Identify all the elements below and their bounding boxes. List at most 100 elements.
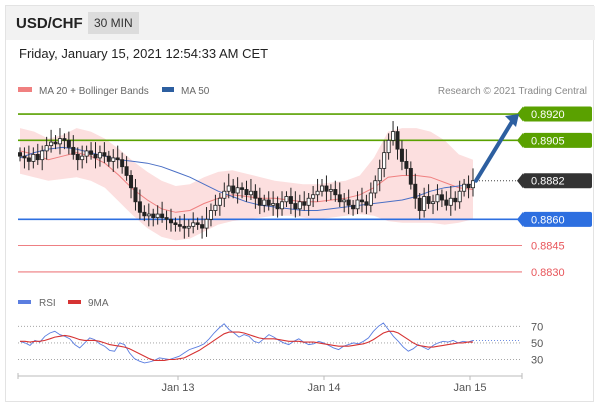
candle-body	[319, 185, 324, 192]
candle-body	[244, 189, 249, 196]
price-level-label-pointer	[517, 106, 523, 122]
candle-body	[57, 138, 62, 145]
candle-body	[266, 199, 271, 206]
candle-body	[53, 141, 58, 145]
candle-body	[355, 199, 360, 210]
price-level-label-pointer	[517, 211, 523, 227]
candle-body	[142, 211, 147, 217]
candle-body	[226, 185, 231, 192]
candle-body	[426, 196, 431, 204]
candle-body	[346, 199, 351, 206]
candle-body	[373, 180, 378, 194]
candle-body	[382, 152, 387, 169]
time-axis: Jan 13 Jan 14 Jan 15	[17, 373, 523, 394]
candle-body	[213, 204, 218, 211]
candle-body	[377, 168, 382, 182]
x-tick-label: Jan 13	[161, 382, 194, 394]
candle-body	[457, 190, 462, 203]
candle-body	[93, 153, 98, 159]
candle-body	[470, 180, 475, 189]
candle-body	[75, 153, 80, 161]
candle-body	[177, 224, 182, 227]
forecast-arrow-head	[505, 114, 519, 128]
candle-body	[293, 203, 298, 210]
candle-body	[17, 152, 22, 157]
candle-body	[49, 141, 54, 147]
rsi-legend-label: RSI	[39, 298, 56, 309]
candle-body	[89, 150, 94, 155]
research-credit: Research © 2021 Trading Central	[438, 86, 587, 97]
ma50-legend-label: MA 50	[181, 86, 210, 97]
candle-body	[22, 155, 27, 159]
candle-body	[448, 197, 453, 206]
candle-body	[275, 203, 280, 210]
ma9-legend-label: 9MA	[88, 298, 109, 309]
candle-body	[115, 157, 120, 161]
rsi-plot: 30 50 70	[18, 321, 543, 367]
rsi-legend-swatch	[18, 300, 31, 304]
candle-body	[280, 201, 285, 210]
candle-body	[466, 183, 471, 189]
candle-body	[404, 161, 409, 169]
candle-body	[328, 189, 333, 192]
candle-body	[97, 152, 102, 159]
candle-body	[26, 157, 31, 162]
candle-body	[253, 190, 258, 199]
candle-body	[111, 157, 116, 162]
rsi-tick-label: 30	[531, 355, 543, 367]
candle-body	[204, 218, 209, 229]
candle-body	[284, 196, 289, 203]
candle-body	[40, 150, 45, 161]
candle-body	[137, 201, 142, 213]
candle-body	[422, 196, 427, 211]
candle-body	[133, 187, 138, 203]
candle-body	[262, 199, 267, 206]
price-level-label: 0.8882	[531, 176, 565, 188]
candle-body	[431, 201, 436, 204]
candle-body	[44, 145, 49, 152]
candle-body	[417, 197, 422, 211]
rsi-tick-label: 50	[531, 338, 543, 350]
price-level-label: 0.8860	[531, 214, 565, 226]
forecast-arrow	[474, 118, 515, 183]
candle-body	[399, 148, 404, 162]
candle-body	[408, 168, 413, 185]
candle-body	[342, 199, 347, 203]
x-tick-label: Jan 14	[307, 382, 340, 394]
candle-body	[315, 190, 320, 196]
candle-body	[368, 192, 373, 206]
ma50-legend-swatch	[162, 87, 174, 92]
candle-body	[106, 155, 111, 162]
ma20-legend-swatch	[18, 87, 32, 92]
candle-body	[151, 213, 156, 218]
candle-body	[386, 139, 391, 154]
price-level-label: 0.8845	[531, 241, 565, 253]
symbol-title: USD/CHF	[16, 15, 83, 32]
candle-body	[462, 183, 467, 192]
price-level-label-bg	[523, 132, 592, 148]
candle-body	[120, 159, 125, 168]
candle-body	[186, 225, 191, 229]
candle-body	[102, 152, 107, 157]
candle-body	[66, 139, 71, 148]
price-level-label: 0.8830	[531, 267, 565, 279]
timeframe-badge[interactable]: 30 MIN	[88, 12, 139, 34]
candle-body	[271, 203, 276, 206]
price-level-label: 0.8920	[531, 109, 565, 121]
candle-body	[71, 146, 76, 155]
candle-body	[364, 201, 369, 206]
candle-body	[208, 210, 213, 220]
x-tick-label: Jan 15	[453, 382, 486, 394]
candle-body	[311, 194, 316, 199]
candle-body	[129, 175, 134, 189]
rsi-ma9-line	[20, 330, 473, 361]
price-plot: 0.8920 0.8905 0.8882 0.8860 0.8845 0.8830	[17, 106, 592, 279]
price-level-label-bg	[523, 211, 592, 227]
ma9-legend-swatch	[68, 300, 81, 304]
candle-body	[217, 197, 222, 206]
candle-body	[288, 196, 293, 204]
candle-body	[297, 201, 302, 210]
candle-body	[435, 194, 440, 203]
candle-body	[31, 153, 36, 162]
